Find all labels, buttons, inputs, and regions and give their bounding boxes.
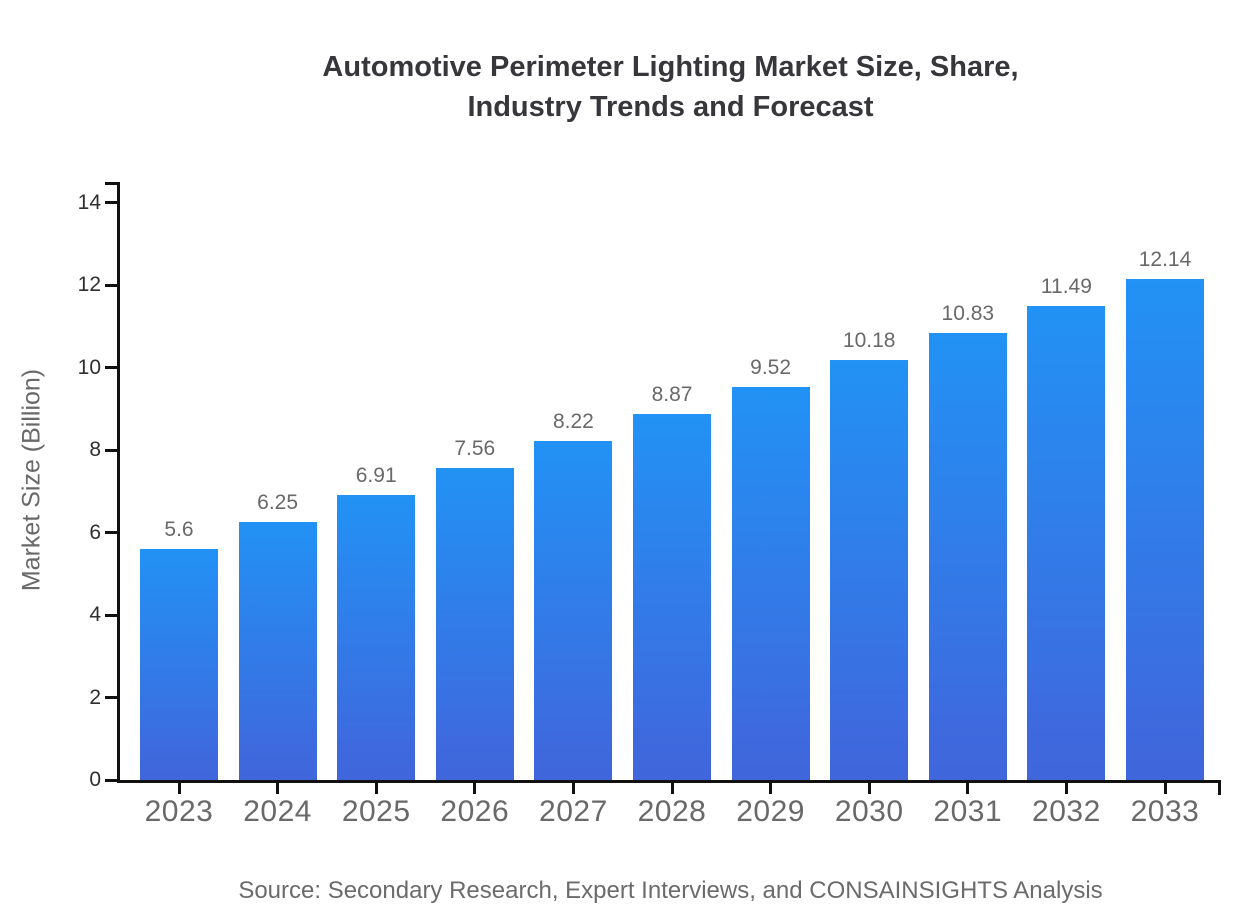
bar-value-label: 10.18 [842,329,896,353]
y-tick-mark [105,201,117,205]
y-tick-label: 14 [77,190,101,214]
x-tick-label: 2030 [834,795,904,828]
y-axis-title: Market Size (Billion) [17,368,46,592]
bar-2024 [238,522,317,780]
x-tick-label: 2033 [1130,795,1200,828]
x-tick-mark [769,783,773,794]
y-tick-label: 6 [89,520,101,544]
y-tick-mark [105,613,117,617]
bar-2030 [830,360,909,780]
bar-2028 [633,414,711,780]
bar-value-label: 10.83 [941,302,995,326]
y-tick-mark [105,531,117,535]
bar-2025 [337,495,416,780]
y-tick-label: 2 [89,685,101,709]
x-axis-line [117,780,1221,783]
x-tick-mark [1064,783,1068,794]
y-tick-mark [105,778,117,782]
x-tick-label: 2025 [341,795,411,828]
x-tick-label: 2031 [933,795,1003,828]
y-tick-mark [105,696,117,700]
chart-title: Automotive Perimeter Lighting Market Siz… [120,47,1221,127]
y-tick-label: 8 [89,438,101,462]
y-tick-label: 4 [89,603,101,627]
bar-2027 [534,441,613,780]
x-tick-mark [374,783,378,794]
y-axis-line [117,182,120,783]
y-tick-label: 10 [77,355,101,379]
x-tick-label: 2023 [144,795,214,828]
source-note: Source: Secondary Research, Expert Inter… [238,877,1103,904]
bar-value-label: 12.14 [1138,248,1192,272]
bar-value-label: 8.87 [651,383,693,407]
y-tick-mark [105,448,117,452]
bar-value-label: 8.22 [552,410,594,433]
y-axis-end-cap [105,182,117,185]
x-tick-label: 2029 [736,795,805,828]
y-tick-mark [105,366,117,370]
x-tick-mark [177,783,181,794]
x-tick-label: 2026 [440,795,510,828]
y-tick-mark [105,283,117,287]
x-tick-mark [966,783,970,794]
bar-value-label: 5.6 [164,518,194,542]
x-tick-label: 2028 [637,795,707,828]
x-axis-end-cap [1218,783,1221,795]
bar-value-label: 9.52 [750,356,792,380]
bar-2033 [1126,279,1204,780]
bar-2029 [731,387,810,780]
bar-2026 [435,468,514,780]
bar-2031 [928,333,1007,780]
bar-2032 [1027,306,1106,780]
x-tick-mark [473,783,477,794]
y-tick-label: 0 [89,768,101,791]
bar-value-label: 6.91 [355,464,397,488]
x-tick-label: 2027 [539,795,608,828]
x-tick-mark [867,783,871,794]
bar-value-label: 11.49 [1040,275,1092,299]
chart-title-line-1: Automotive Perimeter Lighting Market Siz… [322,51,1019,83]
bar-value-label: 6.25 [257,491,299,515]
bar-2023 [140,549,218,780]
x-tick-mark [670,783,674,794]
x-tick-mark [571,783,575,794]
plot-area: 0 2 4 6 8 10 12 14 5.6 6.25 6.91 7.56 8.22 8.87 9.52 1… [78,182,1221,828]
x-tick-mark [276,783,280,794]
chart-title-line-2: Industry Trends and Forecast [467,91,874,123]
x-tick-label: 2024 [243,795,312,828]
bar-value-label: 7.56 [454,437,496,461]
y-tick-label: 12 [77,273,101,297]
x-tick-mark [1163,783,1167,794]
x-tick-label: 2032 [1032,795,1101,828]
